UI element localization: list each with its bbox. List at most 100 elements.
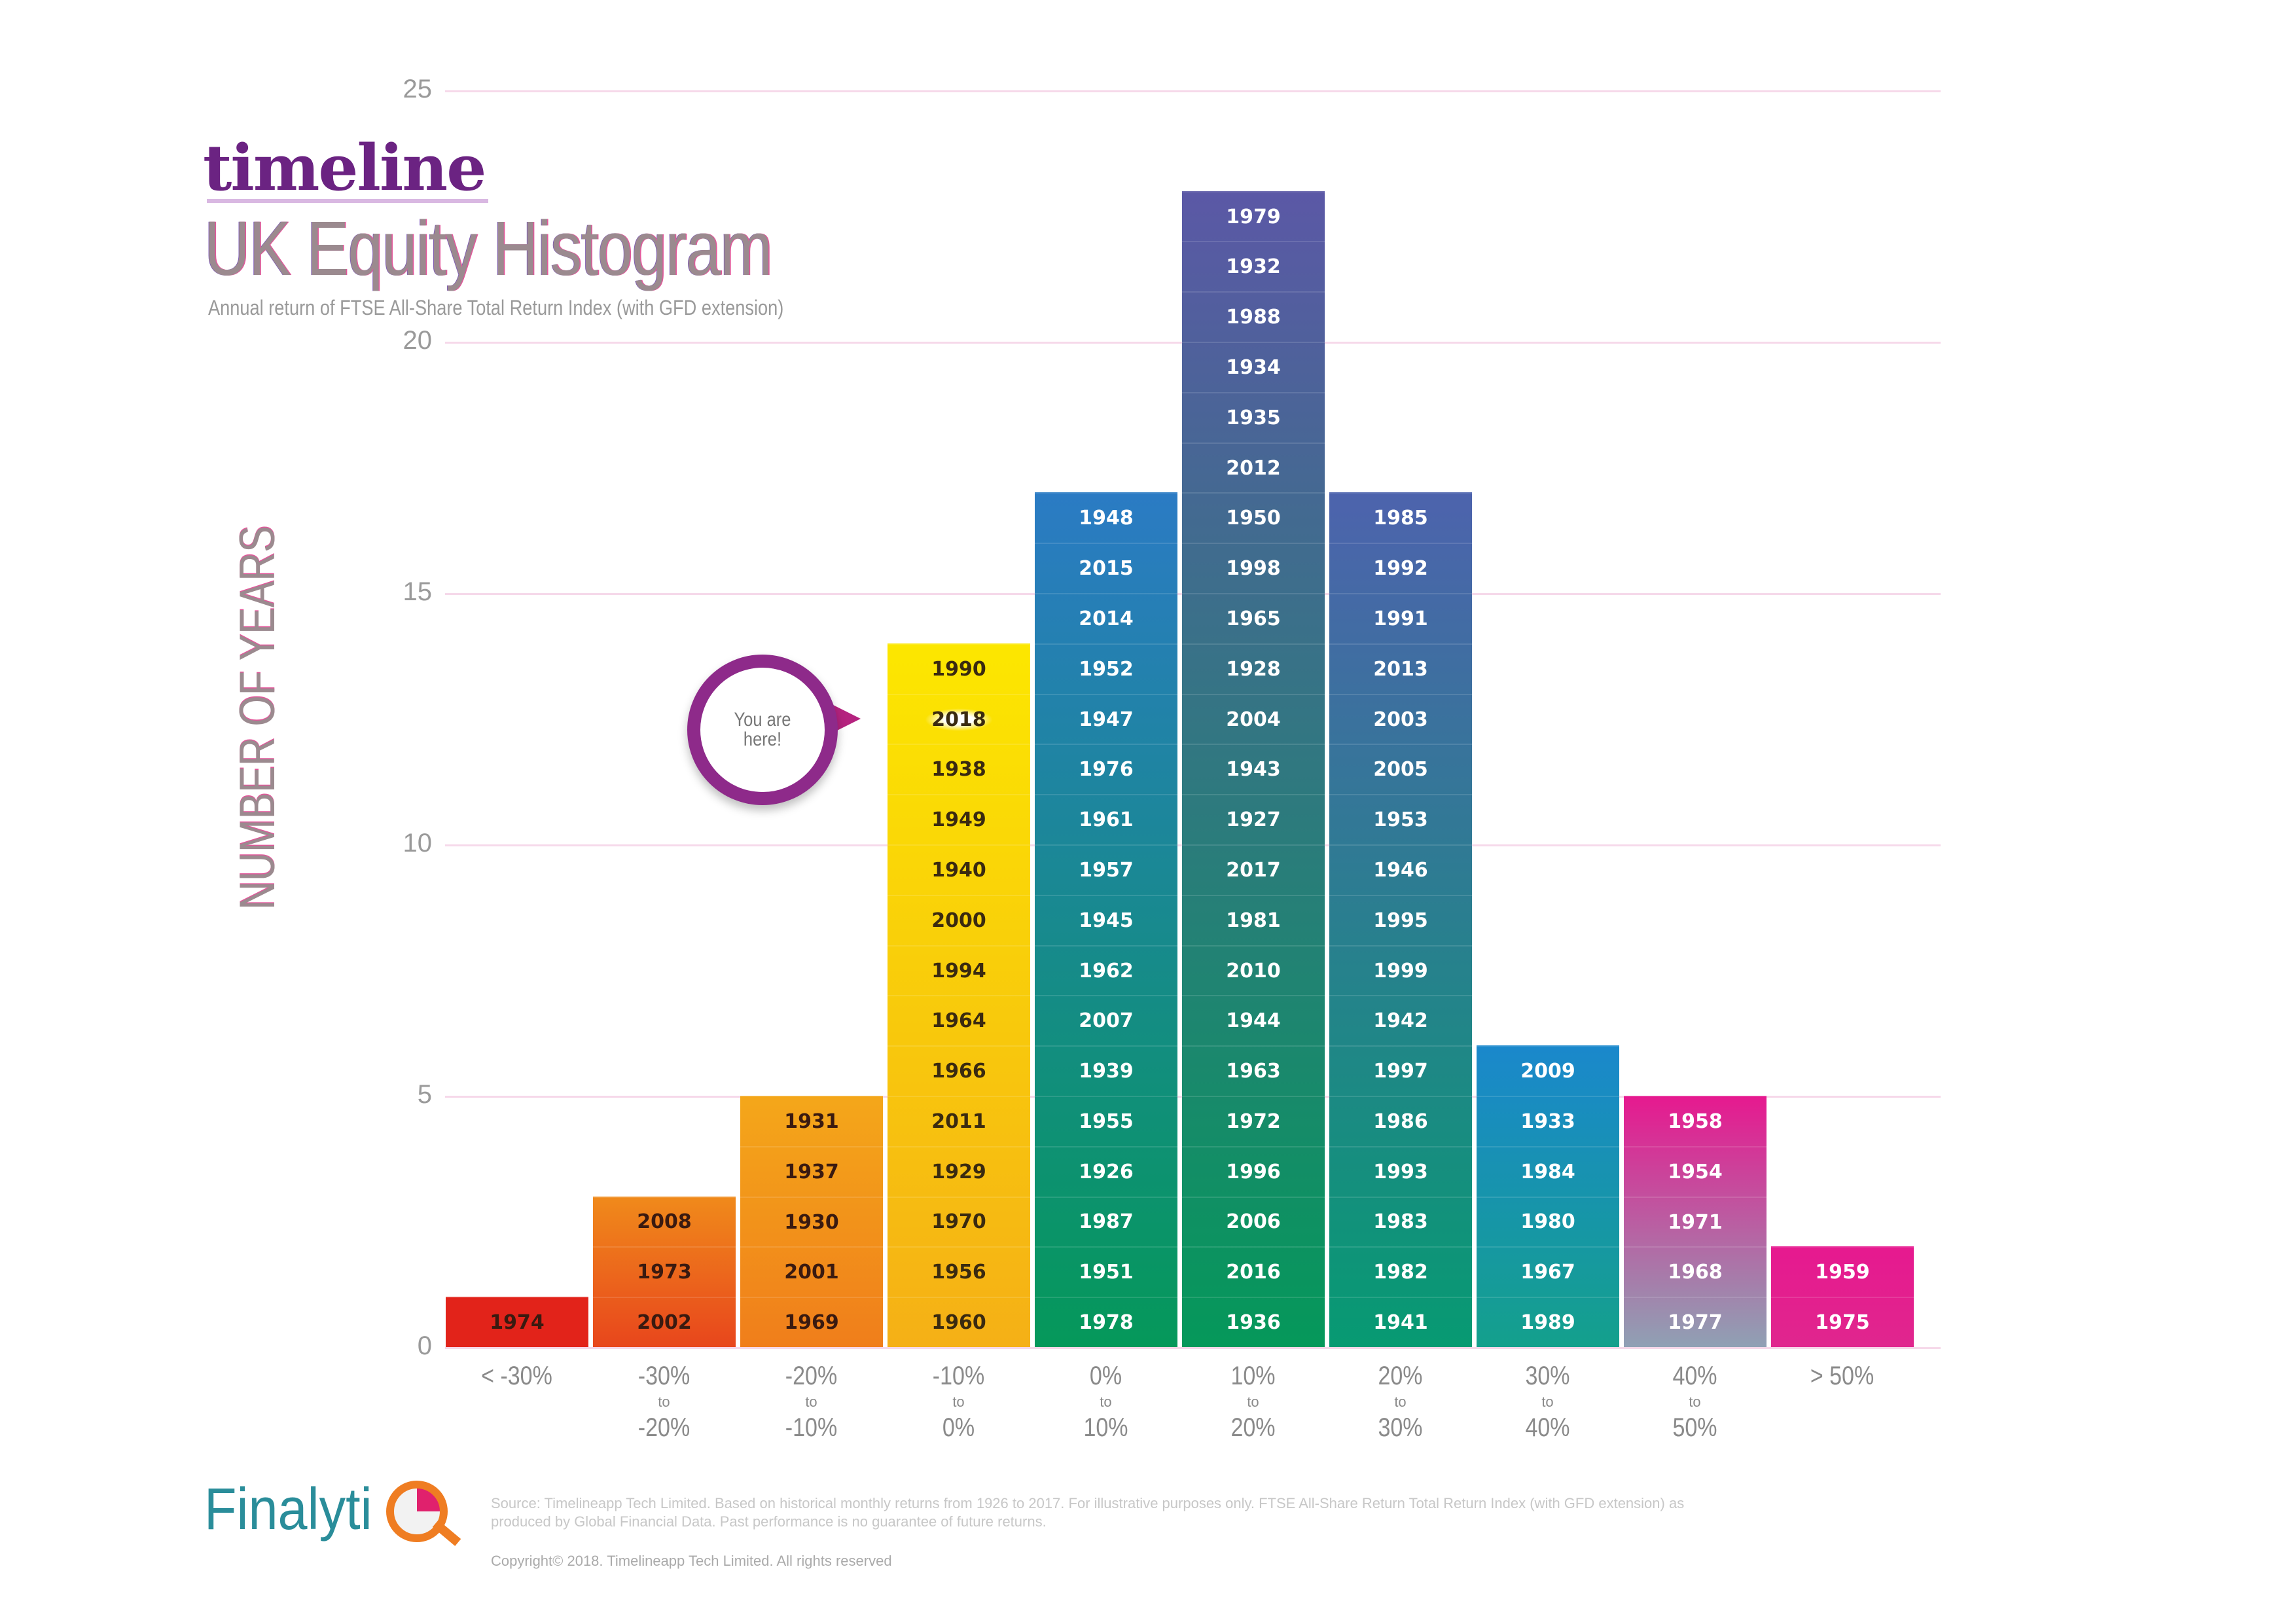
year-label: 2016 — [1226, 1261, 1281, 1284]
year-cell: 1938 — [888, 744, 1030, 794]
histogram-bar: 1941 1982 1983 1993 1986 1997 1942 1999 1995 1946… — [1329, 492, 1472, 1347]
year-cell: 1956 — [888, 1246, 1030, 1297]
year-label: 1979 — [1226, 205, 1281, 228]
year-label: 1936 — [1226, 1311, 1281, 1335]
x-tick-top: 30% — [1525, 1362, 1570, 1390]
year-cell: 1986 — [1329, 1096, 1472, 1146]
year-cell: 1958 — [1624, 1096, 1767, 1146]
source-note: Source: Timelineapp Tech Limited. Based … — [491, 1495, 1685, 1530]
year-label: 2005 — [1373, 758, 1428, 782]
year-cell: 1961 — [1035, 794, 1177, 844]
year-cell: 1960 — [888, 1297, 1030, 1347]
year-cell: 1964 — [888, 995, 1030, 1045]
year-cell: 1968 — [1624, 1246, 1767, 1297]
year-label: 1937 — [784, 1160, 839, 1183]
year-cell: 2007 — [1035, 995, 1177, 1045]
x-tick-label: -20% to -10% — [738, 1362, 885, 1443]
year-label: 1953 — [1373, 808, 1428, 832]
year-label: 2015 — [1079, 557, 1134, 581]
year-cell: 1990 — [888, 643, 1030, 694]
y-tick-label: 15 — [403, 577, 433, 606]
year-label: 1943 — [1226, 758, 1281, 782]
year-label: 1932 — [1226, 255, 1281, 279]
year-cell: 1926 — [1035, 1146, 1177, 1197]
x-tick-label: -10% to 0% — [885, 1362, 1032, 1443]
year-cell: 1996 — [1182, 1146, 1325, 1197]
histogram-bar: 1969 2001 1930 1937 1931 — [740, 1096, 883, 1347]
year-label: 1996 — [1226, 1160, 1281, 1183]
year-label: 1959 — [1815, 1261, 1870, 1284]
year-cell: 1937 — [740, 1146, 883, 1197]
x-tick-to: to — [805, 1394, 817, 1410]
copyright-note: Copyright© 2018. Timelineapp Tech Limite… — [491, 1553, 892, 1569]
y-tick-label: 0 — [417, 1331, 432, 1360]
year-cell: 2009 — [1477, 1045, 1619, 1096]
year-cell: 1988 — [1182, 291, 1325, 342]
brand-logo: timeline — [203, 131, 486, 205]
year-cell: 2011 — [888, 1096, 1030, 1146]
year-cell: 1995 — [1329, 894, 1472, 945]
year-label: 1992 — [1373, 557, 1428, 581]
year-label: 1983 — [1373, 1210, 1428, 1234]
histogram-bar: 1977 1968 1971 1954 1958 — [1624, 1096, 1767, 1347]
x-tick-top: 0% — [1089, 1362, 1122, 1390]
year-cell: 2005 — [1329, 744, 1472, 794]
year-label: 2014 — [1079, 607, 1134, 630]
year-label: 1962 — [1079, 959, 1134, 983]
magnifier-pie-icon — [386, 1481, 448, 1542]
year-cell: 1936 — [1182, 1297, 1325, 1347]
year-cell: 1949 — [888, 794, 1030, 844]
year-label: 2001 — [784, 1261, 839, 1284]
year-cell: 1957 — [1035, 844, 1177, 895]
year-label: 2006 — [1226, 1210, 1281, 1234]
year-label: 1976 — [1079, 758, 1134, 782]
year-label: 1957 — [1079, 858, 1134, 882]
year-label: 2011 — [931, 1110, 986, 1133]
year-cell: 2000 — [888, 894, 1030, 945]
x-tick-to: to — [1247, 1394, 1259, 1410]
x-tick-label: 20% to 30% — [1327, 1362, 1474, 1443]
x-tick-label: > 50% — [1768, 1362, 1916, 1443]
year-label: 1944 — [1226, 1009, 1281, 1033]
x-tick-bottom — [1780, 1413, 1905, 1443]
year-label: 1994 — [931, 959, 986, 983]
y-tick-label: 20 — [403, 326, 433, 355]
year-label: 2000 — [931, 909, 986, 932]
year-label: 1933 — [1520, 1110, 1575, 1133]
year-label: 2008 — [637, 1210, 692, 1234]
year-cell: 2018 — [888, 693, 1030, 744]
year-label: 1960 — [931, 1311, 986, 1335]
year-cell: 1965 — [1182, 593, 1325, 643]
year-cell: 1951 — [1035, 1246, 1177, 1297]
year-label: 1949 — [931, 808, 986, 832]
x-tick-top: -10% — [932, 1362, 985, 1390]
year-cell: 1941 — [1329, 1297, 1472, 1347]
year-cell: 1928 — [1182, 643, 1325, 694]
year-label: 1929 — [931, 1160, 986, 1183]
year-label: 1958 — [1668, 1110, 1723, 1133]
y-tick-label: 5 — [417, 1080, 432, 1109]
year-label: 1975 — [1815, 1311, 1870, 1335]
year-cell: 1939 — [1035, 1045, 1177, 1096]
x-tick-bottom: 0% — [942, 1413, 975, 1442]
x-tick-top: 20% — [1378, 1362, 1423, 1390]
x-tick-bottom: 10% — [1083, 1413, 1128, 1442]
year-label: 1991 — [1373, 607, 1428, 630]
year-label: 2010 — [1226, 959, 1281, 983]
year-label: 1993 — [1373, 1160, 1428, 1183]
gridline — [445, 90, 1941, 92]
year-cell: 1971 — [1624, 1196, 1767, 1247]
year-label: 2017 — [1226, 858, 1281, 882]
year-label: 1946 — [1373, 858, 1428, 882]
year-cell: 1978 — [1035, 1297, 1177, 1347]
x-tick-label: -30% to -20% — [590, 1362, 738, 1443]
year-cell: 1979 — [1182, 190, 1325, 242]
year-label: 1986 — [1373, 1110, 1428, 1133]
x-tick-to: to — [1689, 1394, 1701, 1410]
year-label: 1947 — [1079, 708, 1134, 731]
year-label: 1950 — [1226, 507, 1281, 530]
histogram-bar: 1960 1956 1970 1929 2011 1966 1964 1994 2000 1940… — [888, 643, 1030, 1347]
gridline — [445, 1347, 1941, 1349]
year-label: 1995 — [1373, 909, 1428, 932]
year-cell: 1931 — [740, 1096, 883, 1146]
